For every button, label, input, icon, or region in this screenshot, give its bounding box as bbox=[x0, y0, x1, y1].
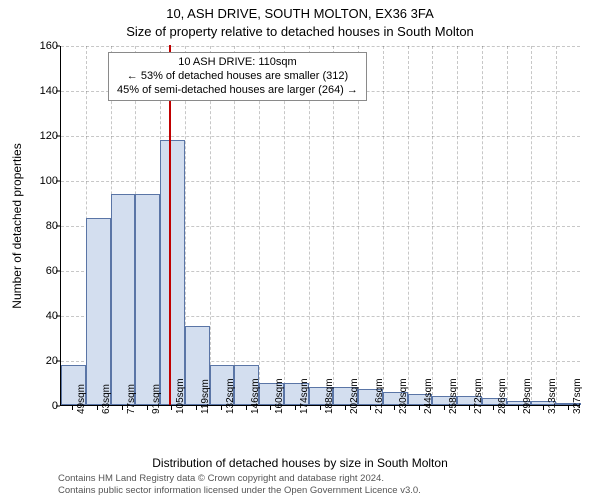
footer-attribution: Contains HM Land Registry data © Crown c… bbox=[58, 473, 421, 496]
y-tick-label: 80 bbox=[18, 220, 58, 232]
y-tick-label: 120 bbox=[18, 130, 58, 142]
annotation-line2: ← 53% of detached houses are smaller (31… bbox=[117, 70, 358, 84]
x-tick-label: 174sqm bbox=[299, 378, 310, 414]
chart-container: 10, ASH DRIVE, SOUTH MOLTON, EX36 3FA Si… bbox=[0, 0, 600, 500]
annotation-line1: 10 ASH DRIVE: 110sqm bbox=[117, 56, 358, 70]
y-tick-label: 140 bbox=[18, 85, 58, 97]
x-tick-mark bbox=[196, 406, 197, 410]
x-tick-mark bbox=[147, 406, 148, 410]
x-tick-mark bbox=[444, 406, 445, 410]
x-tick-label: 230sqm bbox=[398, 378, 409, 414]
x-tick-mark bbox=[370, 406, 371, 410]
gridline-v bbox=[408, 46, 409, 405]
y-tick-label: 0 bbox=[18, 400, 58, 412]
gridline-h bbox=[61, 46, 580, 47]
x-tick-label: 160sqm bbox=[274, 378, 285, 414]
x-axis-label: Distribution of detached houses by size … bbox=[0, 456, 600, 470]
x-tick-mark bbox=[493, 406, 494, 410]
x-tick-label: 63sqm bbox=[101, 384, 112, 414]
x-tick-mark bbox=[543, 406, 544, 410]
footer-line2: Contains public sector information licen… bbox=[58, 485, 421, 496]
gridline-h bbox=[61, 181, 580, 182]
y-tick-mark bbox=[56, 271, 60, 272]
x-tick-label: 202sqm bbox=[349, 378, 360, 414]
y-tick-mark bbox=[56, 46, 60, 47]
y-tick-mark bbox=[56, 181, 60, 182]
x-tick-mark bbox=[221, 406, 222, 410]
y-tick-label: 20 bbox=[18, 355, 58, 367]
gridline-v bbox=[457, 46, 458, 405]
x-tick-label: 313sqm bbox=[547, 378, 558, 414]
footer-line1: Contains HM Land Registry data © Crown c… bbox=[58, 473, 421, 484]
gridline-v bbox=[482, 46, 483, 405]
x-tick-mark bbox=[394, 406, 395, 410]
x-tick-label: 132sqm bbox=[225, 378, 236, 414]
annotation-box: 10 ASH DRIVE: 110sqm ← 53% of detached h… bbox=[108, 52, 367, 101]
x-tick-label: 272sqm bbox=[473, 378, 484, 414]
gridline-v bbox=[432, 46, 433, 405]
x-tick-mark bbox=[320, 406, 321, 410]
histogram-bar bbox=[160, 140, 185, 406]
x-tick-label: 119sqm bbox=[200, 379, 211, 414]
gridline-v bbox=[531, 46, 532, 405]
y-tick-mark bbox=[56, 136, 60, 137]
y-tick-mark bbox=[56, 316, 60, 317]
y-tick-mark bbox=[56, 226, 60, 227]
annotation-line3: 45% of semi-detached houses are larger (… bbox=[117, 84, 358, 98]
histogram-bar bbox=[111, 194, 136, 406]
x-tick-label: 49sqm bbox=[76, 384, 87, 414]
gridline-v bbox=[556, 46, 557, 405]
x-tick-mark bbox=[122, 406, 123, 410]
y-tick-label: 40 bbox=[18, 310, 58, 322]
x-tick-label: 299sqm bbox=[522, 378, 533, 414]
y-tick-mark bbox=[56, 91, 60, 92]
x-tick-label: 91sqm bbox=[151, 384, 162, 414]
x-tick-mark bbox=[295, 406, 296, 410]
y-tick-mark bbox=[56, 406, 60, 407]
histogram-bar bbox=[135, 194, 160, 406]
x-tick-mark bbox=[246, 406, 247, 410]
y-tick-label: 60 bbox=[18, 265, 58, 277]
x-tick-label: 286sqm bbox=[497, 378, 508, 414]
x-tick-mark bbox=[469, 406, 470, 410]
y-tick-label: 100 bbox=[18, 175, 58, 187]
gridline-v bbox=[383, 46, 384, 405]
histogram-bar bbox=[86, 218, 111, 405]
x-tick-mark bbox=[97, 406, 98, 410]
gridline-h bbox=[61, 136, 580, 137]
chart-title-line2: Size of property relative to detached ho… bbox=[0, 24, 600, 39]
x-tick-label: 77sqm bbox=[126, 384, 137, 414]
x-tick-mark bbox=[518, 406, 519, 410]
x-tick-label: 146sqm bbox=[250, 378, 261, 414]
y-tick-label: 160 bbox=[18, 40, 58, 52]
gridline-v bbox=[507, 46, 508, 405]
x-tick-mark bbox=[72, 406, 73, 410]
x-tick-mark bbox=[345, 406, 346, 410]
x-tick-label: 327sqm bbox=[572, 378, 583, 414]
chart-title-line1: 10, ASH DRIVE, SOUTH MOLTON, EX36 3FA bbox=[0, 6, 600, 21]
x-tick-mark bbox=[568, 406, 569, 410]
x-tick-label: 188sqm bbox=[324, 378, 335, 414]
x-tick-mark bbox=[171, 406, 172, 410]
x-tick-label: 244sqm bbox=[423, 378, 434, 414]
y-tick-mark bbox=[56, 361, 60, 362]
x-tick-mark bbox=[270, 406, 271, 410]
x-tick-label: 105sqm bbox=[175, 378, 186, 414]
x-tick-label: 216sqm bbox=[374, 378, 385, 414]
x-tick-label: 258sqm bbox=[448, 378, 459, 414]
x-tick-mark bbox=[419, 406, 420, 410]
